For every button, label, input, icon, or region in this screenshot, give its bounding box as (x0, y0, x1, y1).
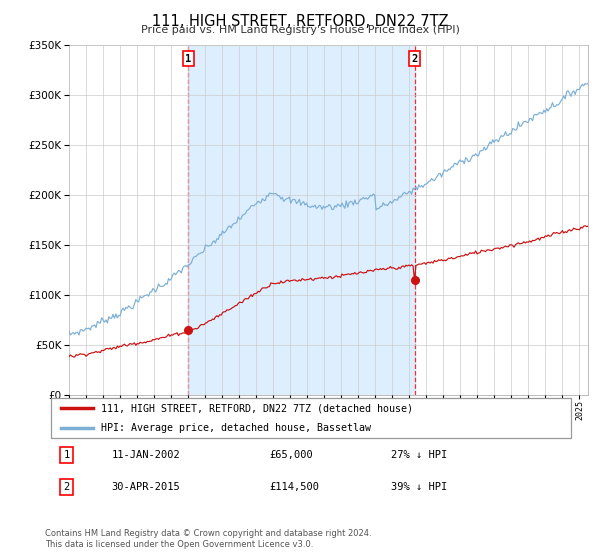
Text: 27% ↓ HPI: 27% ↓ HPI (391, 450, 448, 460)
Text: Price paid vs. HM Land Registry's House Price Index (HPI): Price paid vs. HM Land Registry's House … (140, 25, 460, 35)
Bar (188, 45, 415, 395)
Text: 1: 1 (185, 54, 191, 64)
Text: 2: 2 (412, 54, 418, 64)
Text: Contains HM Land Registry data © Crown copyright and database right 2024.
This d: Contains HM Land Registry data © Crown c… (45, 529, 371, 549)
Text: £65,000: £65,000 (270, 450, 314, 460)
Text: 2: 2 (64, 482, 70, 492)
FancyBboxPatch shape (50, 398, 571, 438)
Text: 111, HIGH STREET, RETFORD, DN22 7TZ: 111, HIGH STREET, RETFORD, DN22 7TZ (152, 14, 448, 29)
Text: 11-JAN-2002: 11-JAN-2002 (112, 450, 180, 460)
Text: 30-APR-2015: 30-APR-2015 (112, 482, 180, 492)
Text: 1: 1 (64, 450, 70, 460)
Text: £114,500: £114,500 (270, 482, 320, 492)
Text: 39% ↓ HPI: 39% ↓ HPI (391, 482, 448, 492)
Text: HPI: Average price, detached house, Bassetlaw: HPI: Average price, detached house, Bass… (101, 423, 371, 433)
Text: 111, HIGH STREET, RETFORD, DN22 7TZ (detached house): 111, HIGH STREET, RETFORD, DN22 7TZ (det… (101, 403, 413, 413)
